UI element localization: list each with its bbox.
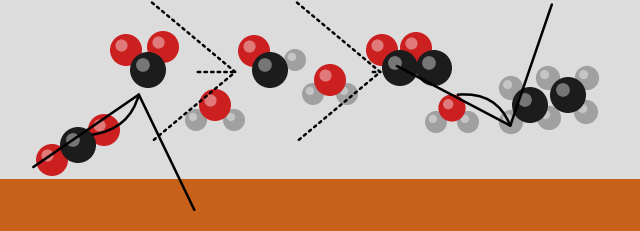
Circle shape — [429, 115, 437, 123]
Circle shape — [336, 83, 358, 105]
Circle shape — [438, 94, 466, 122]
Circle shape — [366, 34, 398, 66]
Circle shape — [371, 40, 383, 52]
Circle shape — [443, 99, 453, 109]
Circle shape — [314, 64, 346, 96]
Circle shape — [189, 113, 197, 121]
Circle shape — [556, 83, 570, 97]
Circle shape — [319, 70, 332, 82]
Circle shape — [66, 133, 80, 147]
Circle shape — [512, 87, 548, 123]
Circle shape — [199, 89, 231, 121]
Circle shape — [238, 35, 270, 67]
Circle shape — [457, 111, 479, 133]
Circle shape — [578, 104, 588, 113]
Circle shape — [575, 66, 599, 90]
Circle shape — [252, 52, 288, 88]
Circle shape — [147, 31, 179, 63]
Circle shape — [284, 49, 306, 71]
Circle shape — [36, 144, 68, 176]
Circle shape — [550, 77, 586, 113]
Circle shape — [388, 56, 402, 70]
Circle shape — [400, 32, 432, 64]
Circle shape — [518, 93, 532, 107]
Circle shape — [503, 114, 512, 123]
Circle shape — [574, 100, 598, 124]
Circle shape — [204, 94, 216, 106]
Circle shape — [258, 58, 272, 72]
Circle shape — [60, 127, 96, 163]
Circle shape — [110, 34, 142, 66]
Circle shape — [152, 36, 164, 49]
Circle shape — [227, 113, 235, 121]
Circle shape — [406, 37, 417, 50]
Circle shape — [88, 114, 120, 146]
Circle shape — [536, 66, 560, 90]
Circle shape — [461, 115, 469, 123]
Circle shape — [306, 87, 314, 95]
Circle shape — [42, 149, 54, 162]
Circle shape — [185, 109, 207, 131]
Bar — [0, 179, 640, 231]
Circle shape — [499, 76, 523, 100]
Circle shape — [541, 110, 550, 119]
Circle shape — [223, 109, 245, 131]
Circle shape — [537, 106, 561, 130]
Circle shape — [130, 52, 166, 88]
Circle shape — [340, 87, 348, 95]
Circle shape — [93, 119, 106, 132]
Circle shape — [499, 110, 523, 134]
Circle shape — [579, 70, 588, 79]
Circle shape — [540, 70, 549, 79]
Circle shape — [416, 50, 452, 86]
Circle shape — [382, 50, 418, 86]
Circle shape — [425, 111, 447, 133]
Circle shape — [503, 80, 512, 89]
Circle shape — [136, 58, 150, 72]
Circle shape — [288, 53, 296, 61]
Circle shape — [115, 40, 127, 52]
Circle shape — [243, 40, 255, 53]
Circle shape — [302, 83, 324, 105]
Circle shape — [422, 56, 436, 70]
